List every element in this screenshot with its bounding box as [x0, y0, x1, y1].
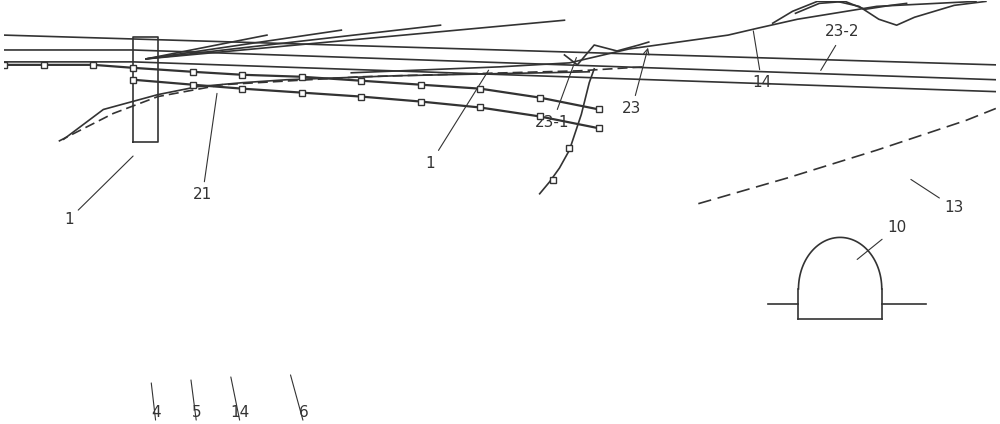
- Text: 4: 4: [151, 405, 161, 421]
- Text: 13: 13: [911, 179, 964, 215]
- Text: 5: 5: [192, 405, 201, 421]
- Text: 1: 1: [64, 156, 133, 227]
- Text: 14: 14: [231, 405, 250, 421]
- Text: 23-1: 23-1: [535, 58, 576, 130]
- Text: 1: 1: [426, 70, 489, 170]
- Text: 21: 21: [193, 93, 217, 202]
- Text: 23: 23: [622, 49, 649, 116]
- Text: 6: 6: [299, 405, 309, 421]
- Text: 23-2: 23-2: [825, 24, 859, 39]
- Text: 14: 14: [752, 31, 771, 90]
- Text: 10: 10: [857, 220, 906, 259]
